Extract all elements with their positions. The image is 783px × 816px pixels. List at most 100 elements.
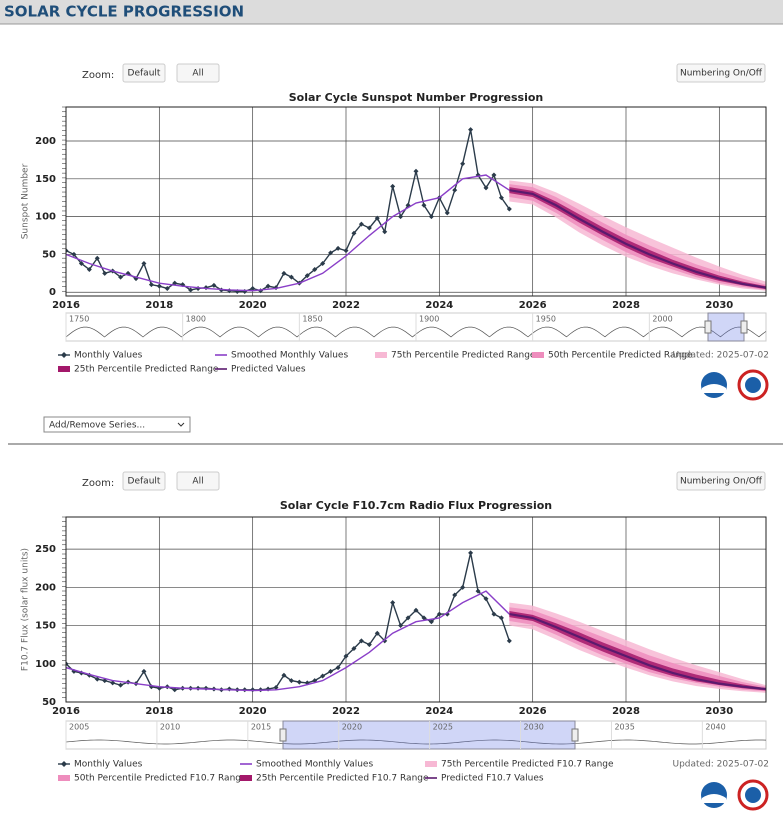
button[interactable]: Default — [122, 471, 166, 491]
legend-swatch — [240, 775, 252, 781]
select-box[interactable] — [43, 416, 191, 433]
navigator-selection[interactable] — [282, 720, 576, 750]
legend-swatch — [61, 761, 67, 767]
data-point — [141, 260, 147, 266]
data-point — [66, 248, 69, 254]
data-point — [66, 661, 69, 667]
data-point — [468, 127, 474, 133]
button-label[interactable]: Numbering On/Off — [680, 69, 763, 79]
updated-text: Updated: 2025-07-02 — [672, 760, 769, 770]
data-point — [188, 287, 194, 293]
button-box[interactable] — [676, 471, 766, 491]
data-point — [351, 230, 357, 236]
data-point — [483, 596, 489, 602]
button-box[interactable] — [676, 63, 766, 83]
data-point — [250, 285, 256, 291]
noaa-logo-wave — [702, 794, 726, 803]
plot-border — [65, 516, 767, 703]
x-tick-label: 2022 — [332, 300, 360, 311]
navigator-label: 1750 — [69, 315, 89, 324]
data-point — [211, 282, 217, 288]
updated-text: Updated: 2025-07-02 — [672, 351, 769, 361]
y-tick-label: 50 — [42, 697, 56, 708]
navigator-handle[interactable] — [740, 320, 748, 334]
data-point — [281, 270, 287, 276]
button-box[interactable] — [176, 63, 220, 83]
data-point — [273, 684, 279, 690]
data-point — [405, 615, 411, 621]
data-point — [78, 260, 84, 266]
data-point — [491, 611, 497, 617]
x-tick-label: 2018 — [145, 706, 173, 717]
button[interactable]: All — [176, 471, 220, 491]
button[interactable]: Numbering On/Off — [676, 63, 766, 83]
x-tick-label: 2028 — [612, 300, 640, 311]
legend-label: 25th Percentile Predicted F10.7 Range — [256, 774, 429, 784]
plot-border — [65, 106, 767, 297]
navigator-label: 2020 — [342, 723, 362, 732]
select-text[interactable]: Add/Remove Series... — [49, 421, 145, 431]
button-box[interactable] — [122, 471, 166, 491]
data-point — [86, 267, 92, 273]
legend-label: Predicted Values — [231, 365, 306, 375]
navigator-handle[interactable] — [279, 728, 287, 742]
smoothed-line — [509, 189, 766, 289]
data-point — [288, 678, 294, 684]
data-point — [498, 195, 504, 201]
button-label[interactable]: Default — [128, 477, 161, 487]
series-select[interactable]: Add/Remove Series... — [43, 416, 191, 433]
button[interactable]: Numbering On/Off — [676, 471, 766, 491]
button-label[interactable]: Default — [128, 69, 161, 79]
data-point — [428, 619, 434, 625]
data-point — [304, 273, 310, 279]
data-point — [436, 611, 442, 617]
x-tick-label: 2016 — [52, 706, 80, 717]
smoothed-line — [66, 590, 510, 692]
x-tick-label: 2024 — [425, 300, 453, 311]
button-label[interactable]: All — [192, 477, 203, 487]
button-box[interactable] — [122, 63, 166, 83]
data-point — [203, 685, 209, 691]
data-point — [491, 172, 497, 178]
button-label[interactable]: All — [192, 69, 203, 79]
navigator-selection[interactable] — [707, 312, 745, 342]
select-arrow — [177, 422, 185, 427]
navigator-label: 1900 — [419, 315, 439, 324]
button[interactable]: Default — [122, 63, 166, 83]
navigator-label: 2015 — [251, 723, 271, 732]
button-box[interactable] — [176, 471, 220, 491]
x-tick-label: 2022 — [332, 706, 360, 717]
data-point — [141, 668, 147, 674]
data-point — [118, 274, 124, 280]
data-point — [281, 672, 287, 678]
data-point — [110, 680, 116, 686]
navigator-handle[interactable] — [704, 320, 712, 334]
data-point — [343, 653, 349, 659]
data-point — [102, 270, 108, 276]
data-point — [460, 161, 466, 167]
data-point — [156, 283, 162, 289]
data-point — [483, 185, 489, 191]
data-point — [382, 229, 388, 235]
legend-label: 25th Percentile Predicted Range — [74, 365, 219, 375]
x-tick-label: 2020 — [239, 300, 267, 311]
button-label[interactable]: Numbering On/Off — [680, 477, 763, 487]
legend-label: 50th Percentile Predicted F10.7 Range — [74, 774, 247, 784]
prediction-band — [509, 607, 766, 692]
data-point — [288, 274, 294, 280]
data-point — [148, 282, 154, 288]
data-point — [320, 260, 326, 266]
monthly-line — [66, 129, 510, 293]
smoothed-line — [66, 174, 510, 292]
navigator-label: 2035 — [614, 723, 634, 732]
data-point — [335, 665, 341, 671]
y-tick-label: 150 — [35, 621, 56, 632]
navigator-handle[interactable] — [571, 728, 579, 742]
legend-label: Smoothed Monthly Values — [231, 351, 348, 361]
data-point — [328, 668, 334, 674]
smoothed-line — [509, 613, 766, 691]
y-tick-label: 250 — [35, 544, 56, 555]
navigator-label: 2010 — [160, 723, 180, 732]
button[interactable]: All — [176, 63, 220, 83]
